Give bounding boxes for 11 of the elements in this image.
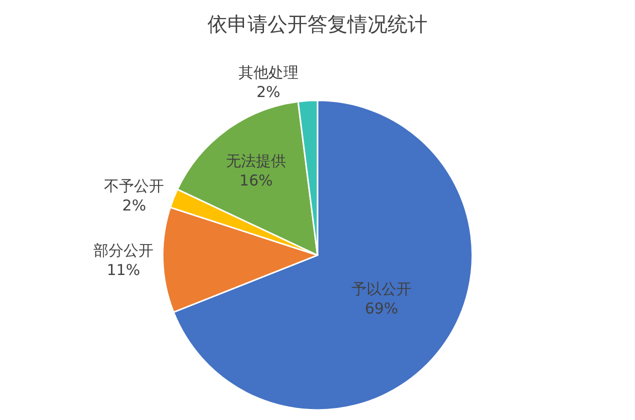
slice-label: 其他处理: [238, 63, 298, 82]
slice-label: 不予公开: [104, 176, 164, 195]
data-label: 2%: [122, 196, 146, 214]
slice-label: 无法提供: [226, 152, 286, 170]
slice-label: 予以公开: [352, 280, 412, 298]
data-label: 69%: [364, 299, 398, 318]
chart-title: 依申请公开答复情况统计: [208, 12, 428, 36]
data-label: 2%: [256, 82, 280, 101]
slice-label: 部分公开: [93, 241, 154, 260]
data-label: 16%: [239, 171, 273, 190]
data-label: 11%: [106, 260, 140, 279]
